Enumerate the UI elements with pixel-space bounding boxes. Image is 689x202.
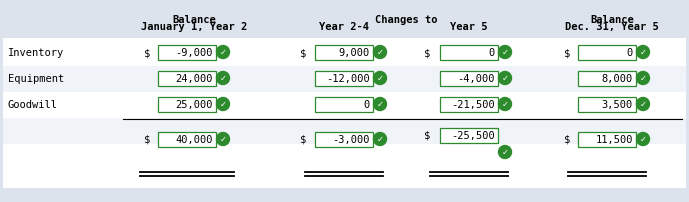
- Text: Year 2-4: Year 2-4: [319, 22, 369, 32]
- Text: ✓: ✓: [220, 135, 227, 143]
- Circle shape: [373, 133, 387, 146]
- Text: ✓: ✓: [220, 100, 227, 109]
- Text: -9,000: -9,000: [176, 48, 213, 58]
- FancyBboxPatch shape: [578, 71, 636, 86]
- Text: $: $: [564, 48, 570, 58]
- Text: 11,500: 11,500: [595, 134, 633, 144]
- Text: ✓: ✓: [220, 74, 227, 83]
- Text: $: $: [564, 134, 570, 144]
- FancyBboxPatch shape: [578, 45, 636, 60]
- Circle shape: [637, 98, 650, 111]
- Text: Changes to: Changes to: [376, 15, 438, 25]
- FancyBboxPatch shape: [158, 45, 216, 60]
- Text: 0: 0: [364, 100, 370, 109]
- Text: ✓: ✓: [220, 48, 227, 57]
- FancyBboxPatch shape: [3, 15, 686, 188]
- Circle shape: [216, 98, 229, 111]
- Text: $: $: [300, 134, 306, 144]
- Text: -12,000: -12,000: [327, 74, 370, 84]
- FancyBboxPatch shape: [578, 97, 636, 112]
- FancyBboxPatch shape: [440, 45, 498, 60]
- Text: $: $: [424, 48, 430, 58]
- FancyBboxPatch shape: [158, 97, 216, 112]
- Text: Goodwill: Goodwill: [8, 100, 58, 109]
- Text: -4,000: -4,000: [457, 74, 495, 84]
- FancyBboxPatch shape: [440, 97, 498, 112]
- Text: 0: 0: [627, 48, 633, 58]
- Text: ✓: ✓: [639, 100, 646, 109]
- FancyBboxPatch shape: [315, 97, 373, 112]
- Circle shape: [373, 72, 387, 85]
- Text: 0: 0: [489, 48, 495, 58]
- FancyBboxPatch shape: [315, 132, 373, 147]
- FancyBboxPatch shape: [158, 132, 216, 147]
- Text: 40,000: 40,000: [176, 134, 213, 144]
- Circle shape: [637, 46, 650, 59]
- Text: $: $: [300, 48, 306, 58]
- Text: ✓: ✓: [502, 48, 508, 57]
- Text: ✓: ✓: [639, 135, 646, 143]
- Circle shape: [499, 72, 511, 85]
- FancyBboxPatch shape: [158, 71, 216, 86]
- Text: -25,500: -25,500: [451, 130, 495, 140]
- Text: ✓: ✓: [376, 135, 384, 143]
- Text: ✓: ✓: [376, 100, 384, 109]
- Circle shape: [373, 98, 387, 111]
- Text: 9,000: 9,000: [339, 48, 370, 58]
- Text: ✓: ✓: [502, 147, 508, 156]
- Text: 8,000: 8,000: [601, 74, 633, 84]
- Text: Dec. 31, Year 5: Dec. 31, Year 5: [565, 22, 659, 32]
- Text: 3,500: 3,500: [601, 100, 633, 109]
- Text: -21,500: -21,500: [451, 100, 495, 109]
- Text: January 1, Year 2: January 1, Year 2: [141, 22, 247, 32]
- Circle shape: [216, 46, 229, 59]
- Text: Equipment: Equipment: [8, 74, 64, 84]
- Text: Balance: Balance: [590, 15, 634, 25]
- FancyBboxPatch shape: [440, 71, 498, 86]
- Text: $: $: [424, 130, 430, 140]
- Text: ✓: ✓: [376, 48, 384, 57]
- FancyBboxPatch shape: [3, 13, 686, 39]
- FancyBboxPatch shape: [3, 67, 686, 93]
- Text: ✓: ✓: [502, 100, 508, 109]
- Text: $: $: [144, 48, 150, 58]
- Circle shape: [637, 133, 650, 146]
- FancyBboxPatch shape: [3, 41, 686, 67]
- Text: $: $: [144, 134, 150, 144]
- Text: 24,000: 24,000: [176, 74, 213, 84]
- FancyBboxPatch shape: [315, 71, 373, 86]
- Circle shape: [373, 46, 387, 59]
- Text: ✓: ✓: [639, 74, 646, 83]
- Circle shape: [499, 146, 511, 159]
- Text: Year 5: Year 5: [450, 22, 488, 32]
- Circle shape: [216, 133, 229, 146]
- FancyBboxPatch shape: [578, 132, 636, 147]
- FancyBboxPatch shape: [315, 45, 373, 60]
- Circle shape: [637, 72, 650, 85]
- Text: Balance: Balance: [172, 15, 216, 25]
- Text: -3,000: -3,000: [333, 134, 370, 144]
- FancyBboxPatch shape: [3, 93, 686, 118]
- Circle shape: [499, 98, 511, 111]
- Text: ✓: ✓: [502, 74, 508, 83]
- Text: 25,000: 25,000: [176, 100, 213, 109]
- Text: Inventory: Inventory: [8, 48, 64, 58]
- Circle shape: [499, 46, 511, 59]
- Circle shape: [216, 72, 229, 85]
- Text: ✓: ✓: [376, 74, 384, 83]
- FancyBboxPatch shape: [3, 118, 686, 144]
- FancyBboxPatch shape: [440, 128, 498, 143]
- Text: ✓: ✓: [639, 48, 646, 57]
